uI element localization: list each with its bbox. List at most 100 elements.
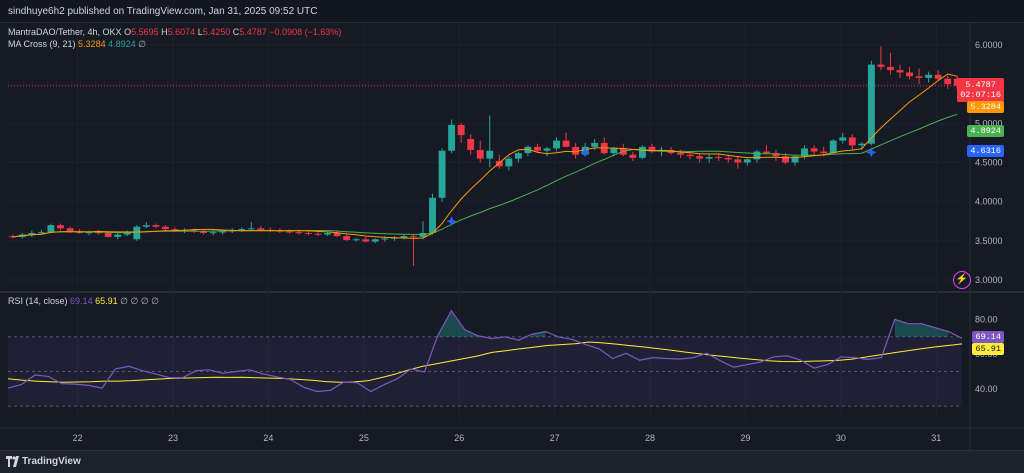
candle-body [324, 233, 332, 235]
candle-body [305, 233, 312, 234]
high-label: H [161, 27, 168, 37]
time-tick-label: 29 [740, 433, 750, 443]
candle-body [295, 232, 303, 234]
change-value: −0.0908 (−1.63%) [269, 27, 342, 37]
candle-body [715, 157, 723, 159]
price-tick-label: 3.0000 [975, 275, 1003, 285]
price-tick-label: 6.0000 [975, 40, 1003, 50]
price-tick-label: 5.0000 [975, 118, 1003, 128]
time-tick-label: 27 [550, 433, 560, 443]
alert-bolt-icon[interactable]: ⚡ [953, 271, 971, 289]
countdown-value: 02:07:16 [960, 90, 1001, 100]
time-tick-label: 30 [836, 433, 846, 443]
candle-body [762, 151, 770, 154]
candle-body [839, 137, 847, 141]
candle-body [448, 124, 456, 151]
candle-body [28, 233, 36, 235]
candle-body [658, 149, 665, 152]
candle-body [495, 160, 503, 167]
candle-body [848, 137, 856, 146]
ma-cross-marker [580, 147, 591, 158]
candle-body [123, 232, 131, 235]
candle-body [591, 142, 599, 147]
price-tick-label: 4.0000 [975, 197, 1003, 207]
rsi-tag: 69.14 [972, 331, 1004, 343]
candle-body [686, 154, 694, 157]
rsi-overbought-fill [532, 331, 546, 337]
candle-body [486, 150, 494, 159]
time-tick-label: 24 [263, 433, 273, 443]
time-tick-label: 23 [168, 433, 178, 443]
candle-body [887, 66, 894, 71]
candle-body [47, 225, 55, 233]
candle-body [772, 153, 780, 157]
symbol-label[interactable]: MantraDAO/Tether, 4h, OKX [8, 27, 122, 37]
ma-slow-line [12, 113, 958, 238]
last-price-tag: 5.4787 02:07:16 [957, 78, 1004, 102]
candle-body [638, 146, 646, 158]
ma-cross-marker [866, 147, 877, 158]
open-label: O [124, 27, 132, 37]
candle-body [553, 140, 560, 149]
candle-body [705, 157, 713, 159]
ma-extra-value: ∅ [138, 39, 146, 49]
ma-fast-value: 5.3284 [78, 39, 106, 49]
close-label: C [232, 27, 240, 37]
candle-body [114, 234, 122, 237]
chart-frame[interactable] [0, 22, 1024, 451]
footer-bar: TradingView [0, 450, 1024, 473]
close-value: 5.4787 [239, 27, 267, 37]
candle-body [200, 231, 208, 233]
open-value: 5.5695 [131, 27, 159, 37]
rsi-extra-values: ∅ ∅ ∅ ∅ [120, 296, 160, 306]
candle-body [677, 153, 685, 155]
candle-body [829, 140, 837, 154]
ma-cross-label[interactable]: MA Cross (9, 21) [8, 39, 76, 49]
candle-body [362, 239, 370, 242]
candle-body [37, 232, 45, 234]
candle-body [133, 226, 141, 240]
ma-slow-tag: 4.8924 [967, 125, 1004, 137]
candle-body [400, 236, 408, 238]
time-tick-label: 25 [359, 433, 369, 443]
candle-body [343, 236, 351, 241]
price-legend: MantraDAO/Tether, 4h, OKX O5.5695 H5.607… [8, 26, 341, 50]
publish-info: sindhuye6h2 published on TradingView.com… [8, 6, 318, 17]
candle-body [934, 74, 942, 79]
candle-body [896, 70, 904, 73]
ma-fast-line [12, 73, 958, 239]
candle-body [820, 151, 828, 154]
candle-body [572, 146, 580, 155]
high-value: 5.6074 [167, 27, 196, 37]
candle-body [257, 228, 265, 230]
candle-body [314, 233, 322, 235]
candle-body [648, 146, 656, 152]
low-label: L [197, 27, 203, 37]
candle-body [543, 148, 551, 151]
candle-body [209, 232, 217, 234]
candle-body [743, 159, 751, 163]
time-tick-label: 31 [931, 433, 941, 443]
candle-body [915, 76, 923, 78]
candle-body [782, 156, 789, 163]
rsi-label[interactable]: RSI (14, close) [8, 296, 68, 306]
ma-slow-value: 4.8924 [108, 39, 136, 49]
time-tick-label: 26 [454, 433, 464, 443]
brand-label[interactable]: TradingView [22, 456, 81, 467]
chart-canvas[interactable]: 3.00003.50004.00004.50005.00005.50006.00… [0, 0, 1024, 450]
candle-body [142, 225, 150, 227]
candle-body [906, 72, 913, 77]
candle-body [524, 146, 532, 154]
candle-body [801, 148, 809, 157]
candle-body [791, 156, 799, 163]
candle-body [371, 239, 379, 242]
candle-body [85, 232, 93, 234]
candle-body [171, 229, 179, 231]
candle-body [562, 140, 570, 147]
candle-body [57, 225, 64, 229]
candle-body [467, 139, 475, 150]
time-tick-label: 22 [73, 433, 83, 443]
candle-body [285, 231, 293, 233]
candle-body [925, 74, 933, 78]
candle-body [190, 229, 198, 232]
